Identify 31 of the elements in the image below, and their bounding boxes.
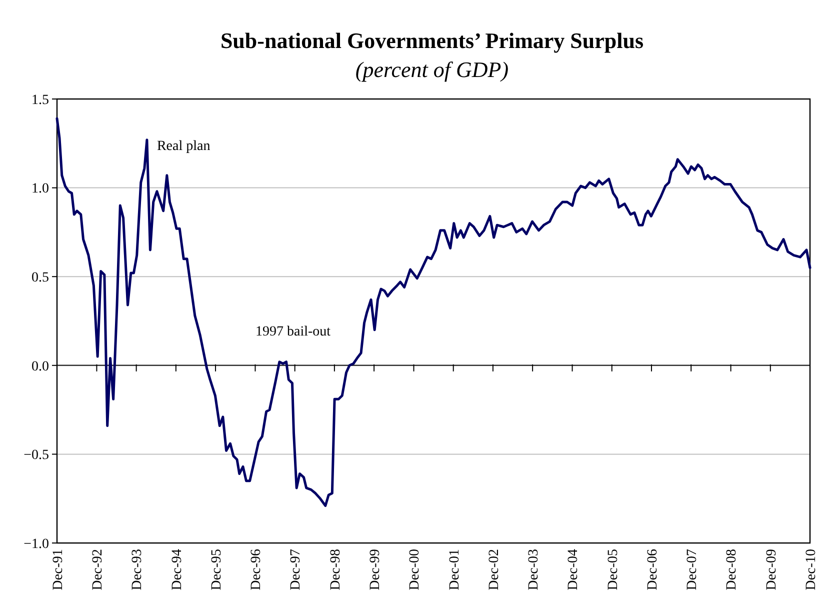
- x-tick-label: Dec-05: [606, 549, 621, 590]
- x-tick-label: Dec-95: [209, 549, 224, 590]
- y-tick-label: −0.5: [24, 448, 49, 464]
- y-tick-label: 0.0: [32, 359, 49, 374]
- y-tick-label: −1.0: [24, 536, 49, 552]
- y-tick-label: 1.0: [32, 182, 49, 197]
- x-tick-label: Dec-91: [50, 549, 66, 590]
- x-tick-label: Dec-00: [408, 549, 423, 590]
- x-tick-label: Dec-97: [288, 549, 304, 590]
- x-tick-label: Dec-99: [368, 549, 383, 590]
- x-tick-label: Dec-02: [486, 549, 502, 590]
- x-tick-label: Dec-03: [526, 549, 542, 590]
- x-tick-label: Dec-10: [804, 549, 816, 590]
- chart-title: Sub-national Governments’ Primary Surplus: [220, 28, 644, 53]
- annotation: 1997 bail-out: [255, 324, 331, 340]
- x-tick-label: Dec-04: [566, 549, 582, 590]
- x-tick-label: Dec-07: [684, 549, 700, 590]
- x-tick-label: Dec-08: [724, 549, 740, 590]
- line-series: [56, 117, 812, 507]
- annotation: Real plan: [156, 138, 210, 154]
- x-tick-label: Dec-96: [249, 549, 264, 590]
- chart-subtitle: (percent of GDP): [355, 57, 509, 82]
- x-tick-label: Dec-94: [170, 549, 185, 590]
- x-tick-label: Dec-09: [764, 549, 780, 590]
- y-tick-label: 0.5: [32, 270, 49, 286]
- x-tick-label: Dec-92: [90, 549, 106, 590]
- x-tick-label: Dec-01: [447, 549, 462, 590]
- x-tick-label: Dec-06: [645, 549, 660, 590]
- x-tick-label: Dec-93: [130, 549, 146, 590]
- y-tick-label: 1.5: [32, 92, 49, 108]
- x-tick-label: Dec-98: [328, 549, 344, 590]
